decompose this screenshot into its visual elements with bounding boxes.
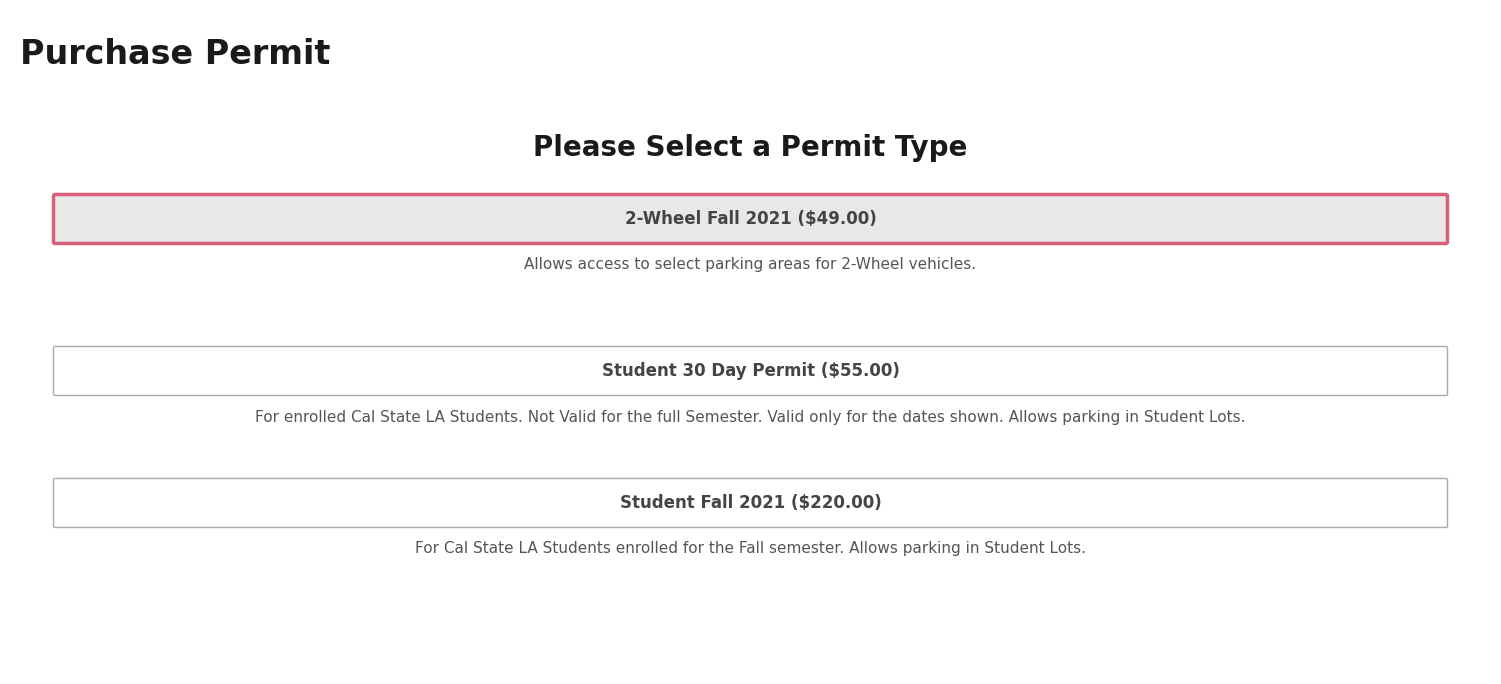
FancyBboxPatch shape	[54, 194, 1447, 244]
Text: For enrolled Cal State LA Students. Not Valid for the full Semester. Valid only : For enrolled Cal State LA Students. Not …	[255, 410, 1246, 425]
Text: Student 30 Day Permit ($55.00): Student 30 Day Permit ($55.00)	[602, 362, 899, 380]
Text: Please Select a Permit Type: Please Select a Permit Type	[533, 134, 968, 162]
FancyBboxPatch shape	[54, 479, 1447, 527]
Text: Allows access to select parking areas for 2-Wheel vehicles.: Allows access to select parking areas fo…	[524, 257, 977, 272]
Text: For Cal State LA Students enrolled for the Fall semester. Allows parking in Stud: For Cal State LA Students enrolled for t…	[414, 541, 1087, 556]
Text: 2-Wheel Fall 2021 ($49.00): 2-Wheel Fall 2021 ($49.00)	[624, 210, 877, 228]
Text: Student Fall 2021 ($220.00): Student Fall 2021 ($220.00)	[620, 494, 881, 512]
FancyBboxPatch shape	[54, 347, 1447, 395]
Text: Purchase Permit: Purchase Permit	[20, 38, 330, 72]
